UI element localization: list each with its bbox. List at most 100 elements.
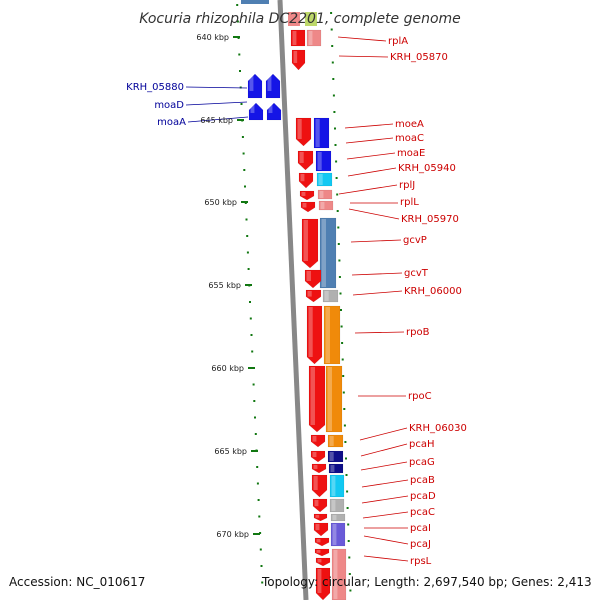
gene-label-rpob[interactable]: rpoB [406,327,430,338]
gene-label-krh05870[interactable]: KRH_05870 [390,52,448,63]
gene-block[interactable] [306,305,323,365]
gene-block[interactable] [315,557,331,567]
gene-block[interactable] [316,172,333,187]
gene-label-rpoc[interactable]: rpoC [408,391,432,402]
guide-dot [342,375,345,377]
label-connector [346,152,396,160]
gene-block[interactable] [314,548,330,557]
gene-block[interactable] [313,522,329,537]
gene-highlight [331,500,336,511]
gene-block[interactable] [295,117,312,147]
gene-label-pcai[interactable]: pcaI [410,523,431,534]
gene-block[interactable] [310,450,326,463]
gene-label-gcvt[interactable]: gcvT [404,268,429,279]
gene-block[interactable] [327,434,344,448]
gene-label-rpll[interactable]: rplL [400,197,419,208]
gene-block[interactable] [288,12,300,26]
guide-dot [246,251,249,254]
gene-label-moad[interactable]: moaD [154,100,184,111]
gene-label-pcab[interactable]: pcaB [410,475,435,486]
guide-dot [331,45,334,47]
gene-block[interactable] [291,49,306,71]
gene-block[interactable] [247,73,263,99]
gene-label-rpsl[interactable]: rpsL [410,556,432,567]
gene-block[interactable] [308,365,326,433]
label-connector [352,290,403,296]
gene-block[interactable] [329,498,345,513]
gene-block[interactable] [305,12,317,26]
gene-block[interactable] [314,537,330,547]
gene-block[interactable] [311,474,328,498]
gene-label-pcad[interactable]: pcaD [410,491,436,502]
gene-block[interactable] [290,29,306,47]
gene-label-krh06000[interactable]: KRH_06000 [404,286,462,297]
gene-block[interactable] [329,474,345,498]
guide-dot [244,185,246,188]
gene-block[interactable] [328,463,344,474]
gene-label-moac[interactable]: moaC [395,133,424,144]
gene-block[interactable] [248,102,264,121]
gene-label-krh05940[interactable]: KRH_05940 [398,163,456,174]
gene-block[interactable] [323,305,341,365]
gene-label-pcaj[interactable]: pcaJ [410,539,431,550]
gene-label-krh05970[interactable]: KRH_05970 [401,214,459,225]
gene-highlight [329,436,334,446]
gene-label-rplj[interactable]: rplJ [399,180,415,191]
gene-block[interactable] [298,172,314,189]
gene-block[interactable] [330,522,346,547]
gene-highlight [301,192,306,196]
gene-block[interactable] [310,434,326,448]
gene-block[interactable] [327,450,344,463]
gene-block[interactable] [319,217,337,289]
gene-block[interactable] [265,73,281,99]
gene-block[interactable] [313,513,328,522]
gene-block[interactable] [311,463,327,474]
gene-block[interactable] [266,102,282,121]
gene-block[interactable] [306,29,322,47]
label-connector [187,116,249,123]
guide-dot [242,152,245,155]
guide-dot [250,334,253,336]
gene-block[interactable] [315,150,332,172]
gene-block[interactable] [304,269,322,289]
gene-label-pcah[interactable]: pcaH [409,439,435,450]
gene-block[interactable] [318,200,334,211]
gene-label-moaa[interactable]: moaA [157,117,186,128]
gene-block[interactable] [299,190,315,201]
guide-dot [341,358,344,361]
guide-dot [340,309,342,311]
gene-block[interactable] [312,498,328,513]
guide-dot [259,532,262,534]
gene-block[interactable] [300,201,316,213]
gene-label-rpla[interactable]: rplA [388,36,408,47]
gene-block[interactable] [322,289,339,303]
label-connector [360,443,408,457]
gene-block[interactable] [330,513,346,522]
gene-label-pcag[interactable]: pcaG [409,457,435,468]
gene-label-moae[interactable]: moaE [397,148,425,159]
guide-dot [332,94,335,97]
gene-block[interactable] [317,189,333,200]
gene-label-krh05880[interactable]: KRH_05880 [126,82,184,93]
guide-dot [348,556,351,559]
gene-highlight [307,291,312,297]
gene-highlight [318,174,323,185]
gene-label-krh06030[interactable]: KRH_06030 [409,423,467,434]
gene-label-moea[interactable]: moeA [395,119,424,130]
gene-block[interactable] [313,117,330,149]
guide-dot [246,235,249,237]
gene-block[interactable] [331,548,347,600]
gene-label-pcac[interactable]: pcaC [410,507,435,518]
gene-block[interactable] [315,567,331,600]
gene-block[interactable] [297,150,314,171]
gene-block[interactable] [301,218,319,269]
guide-dot [346,490,349,493]
gene-block[interactable] [305,289,322,303]
guide-dot [332,78,335,80]
label-connector [185,86,248,89]
guide-dot [334,127,336,130]
gene-label-gcvp[interactable]: gcvP [403,235,427,246]
gene-block[interactable] [241,0,269,4]
gene-block[interactable] [325,365,343,433]
